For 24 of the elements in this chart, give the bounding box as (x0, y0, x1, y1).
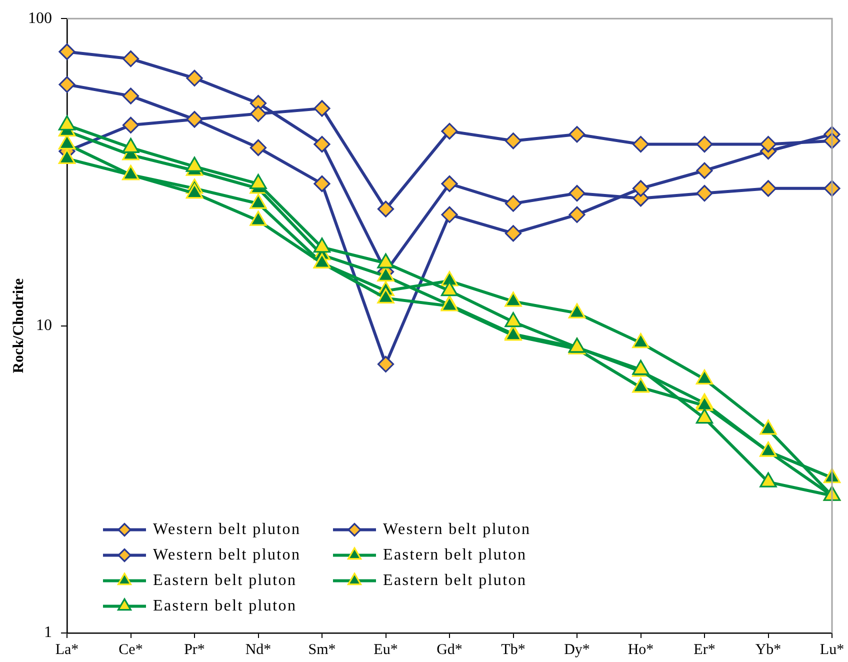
y-axis-title: Rock/Chodrite (10, 278, 27, 374)
x-tick-label: Ce* (118, 642, 143, 658)
y-tick-label: 1 (44, 624, 52, 642)
legend-label: Eastern belt pluton (153, 597, 297, 614)
x-tick-label: Er* (694, 642, 716, 658)
y-tick-label: 10 (36, 317, 52, 334)
x-tick-label: Yb* (755, 642, 782, 658)
x-tick-label: Tb* (501, 642, 526, 658)
legend-label: Eastern belt pluton (153, 572, 297, 589)
legend-label: Western belt pluton (153, 546, 301, 564)
x-tick-label: Ho* (628, 642, 654, 658)
legend-label: Western belt pluton (153, 520, 301, 538)
x-tick-label: La* (55, 642, 79, 658)
x-tick-label: Pr* (184, 642, 205, 658)
x-tick-label: Eu* (374, 642, 398, 658)
legend-label: Eastern belt pluton (383, 546, 527, 564)
x-tick-label: Sm* (308, 642, 336, 658)
legend-label: Eastern belt pluton (383, 572, 527, 589)
x-tick-label: Nd* (245, 642, 272, 658)
y-tick-label: 100 (28, 10, 52, 27)
x-tick-label: Lu* (820, 642, 844, 658)
x-tick-label: Dy* (564, 642, 590, 658)
legend-label: Western belt pluton (383, 520, 531, 538)
x-tick-label: Gd* (436, 642, 462, 658)
